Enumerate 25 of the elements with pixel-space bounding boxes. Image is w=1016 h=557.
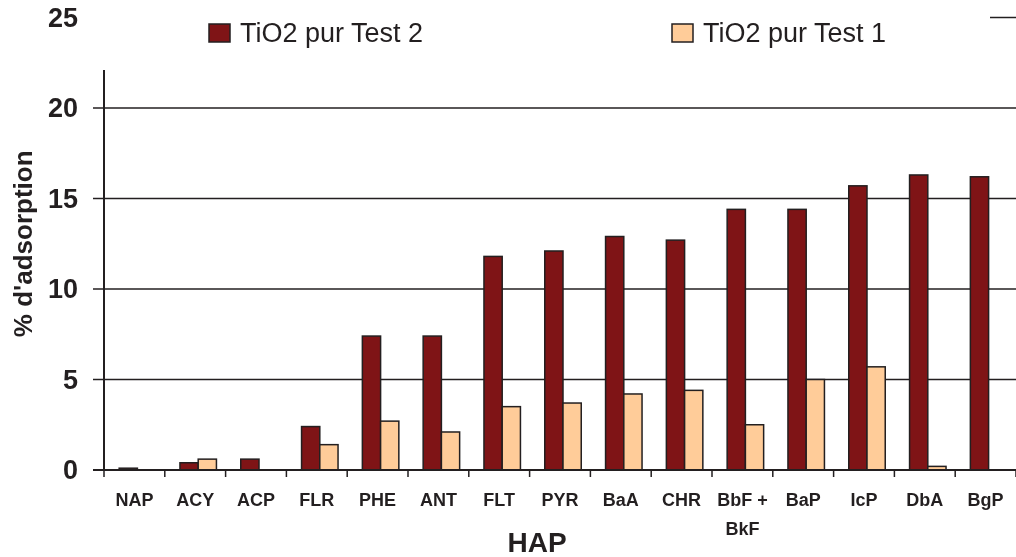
y-tick-label: 20 <box>47 93 78 124</box>
x-tick-label: ANT <box>419 490 457 510</box>
x-tick-label: BbF + BkF <box>717 490 768 539</box>
x-tick-label: BaA <box>602 490 639 510</box>
legend-label: TiO2 pur Test 2 <box>240 18 424 49</box>
y-tick-label: 0 <box>62 455 78 486</box>
x-tick-label: CHR <box>662 490 702 510</box>
y-tick-label: 5 <box>62 364 78 395</box>
y-tick-label: 25 <box>47 2 78 33</box>
y-tick-label: 10 <box>47 274 78 305</box>
x-tick-label: ACP <box>236 490 276 510</box>
x-tick-label: NAP <box>115 490 154 510</box>
x-tick-label: IcP <box>850 490 878 510</box>
x-tick-label: PYR <box>541 490 579 510</box>
x-tick-label: FLT <box>483 490 516 510</box>
x-tick-label: BgP <box>967 490 1004 510</box>
legend-label: TiO2 pur Test 1 <box>703 18 887 49</box>
x-tick-label: BaP <box>785 490 821 510</box>
x-tick-label: PHE <box>359 490 397 510</box>
y-axis-title: % d'adsorption <box>8 150 38 338</box>
x-axis-title: HAP <box>507 527 567 557</box>
y-tick-label: 15 <box>47 183 78 214</box>
x-tick-label: DbA <box>906 490 944 510</box>
x-tick-label: FLR <box>299 490 335 510</box>
x-tick-label: ACY <box>176 490 215 510</box>
